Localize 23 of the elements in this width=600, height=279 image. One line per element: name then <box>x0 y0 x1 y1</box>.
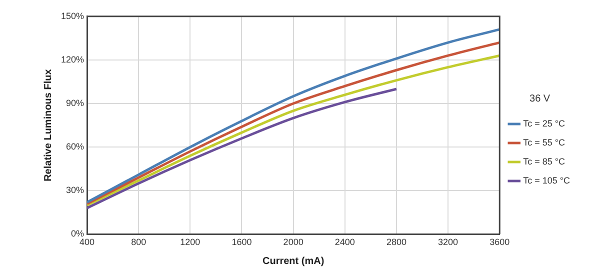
x-tick-label: 400 <box>80 237 95 248</box>
x-tick-label: 1600 <box>232 237 252 248</box>
y-tick-label: 30% <box>66 185 84 196</box>
legend-label: Tc = 25 °C <box>523 118 566 128</box>
x-tick-label: 2800 <box>386 237 406 248</box>
x-tick-label: 2400 <box>334 237 355 248</box>
legend-label: Tc = 55 °C <box>523 137 566 148</box>
x-tick-label: 1200 <box>180 237 200 248</box>
x-axis-title: Current (mA) <box>262 256 324 267</box>
y-tick-label: 0% <box>71 228 84 239</box>
y-tick-label: 90% <box>66 98 84 108</box>
y-axis-title: Relative Luminous Flux <box>42 68 54 182</box>
x-tick-label: 3200 <box>438 237 458 248</box>
legend-label: Tc = 85 °C <box>523 156 566 166</box>
x-tick-label: 2000 <box>283 237 304 248</box>
y-tick-label: 60% <box>66 142 84 152</box>
line-series <box>87 88 398 210</box>
legend-title: 36 V <box>530 93 550 104</box>
y-tick-label: 150% <box>60 10 84 21</box>
x-tick-label: 3600 <box>490 237 510 248</box>
y-tick-label: 120% <box>60 54 84 64</box>
x-tick-label: 800 <box>131 237 146 248</box>
legend-label: Tc = 105 °C <box>523 175 570 186</box>
